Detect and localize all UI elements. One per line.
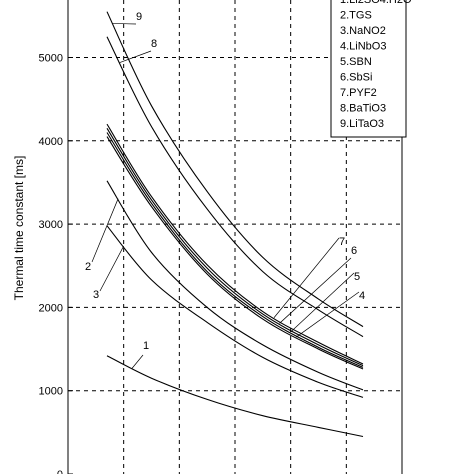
curve-label-4: 4 (359, 290, 365, 302)
curve-label-leader (279, 257, 352, 324)
y-tick-label: 1000 (39, 386, 63, 398)
legend-entry: 8.BaTiO3 (340, 103, 386, 115)
curve-label-1: 1 (143, 340, 149, 352)
y-tick-label: 2000 (39, 302, 63, 314)
curve-label-leader (112, 23, 137, 25)
curve-label-9: 9 (136, 11, 142, 23)
grid-lines (68, 0, 402, 474)
legend-entry: 3.NaNO2 (340, 25, 386, 37)
y-tick-label: 0 (57, 469, 63, 474)
curve-label-leader (131, 354, 144, 369)
legend-entry: 5.SBN (340, 56, 372, 68)
series-line-9 (106, 11, 364, 328)
curve-label-leader (99, 245, 124, 292)
legend-entry: 2.TGS (340, 10, 372, 22)
curve-label-5: 5 (354, 271, 360, 283)
curve-label-8: 8 (151, 38, 157, 50)
series-line-3 (106, 225, 364, 398)
series-line-7 (106, 123, 364, 365)
y-tick-label: 5000 (39, 53, 63, 65)
y-axis-label: Thermal time constant [ms] (12, 156, 26, 301)
legend-entry: 6.SbSi (340, 72, 372, 84)
curve-label-3: 3 (93, 289, 99, 301)
curve-label-leader (273, 237, 340, 318)
curve-label-leader (296, 291, 360, 338)
curve-label-7: 7 (339, 236, 345, 248)
legend-entry: 7.PYF2 (340, 87, 377, 99)
series-line-5 (106, 132, 364, 368)
legend: 1.Li2SO4.H2O 2.TGS 3.NaNO2 4.LiNbO3 5.SBN 6.S… (330, 0, 412, 138)
y-tick-label: 4000 (39, 136, 63, 148)
y-ticks: 0 1000 2000 3000 4000 5000 (39, 53, 73, 474)
legend-entry: 1.Li2SO4.H2O (340, 0, 412, 6)
curve-label-leader (290, 272, 355, 333)
curve-labels: 1 2 3 4 5 67 8 9 (85, 11, 365, 369)
legend-entry: 9.LiTaO3 (340, 118, 384, 130)
series-line-6 (106, 128, 364, 367)
curve-label-6: 6 (351, 245, 357, 257)
curve-label-leader (119, 50, 152, 63)
legend-box (330, 0, 407, 138)
series-line-2 (106, 180, 364, 391)
series-line-1 (106, 355, 364, 438)
y-tick-label: 3000 (39, 219, 63, 231)
series-line-4 (106, 136, 364, 370)
curve-label-2: 2 (85, 261, 91, 273)
series-line-8 (106, 36, 364, 338)
series-curves (106, 11, 364, 438)
legend-entry: 4.LiNbO3 (340, 41, 386, 53)
curve-label-leader (91, 198, 119, 263)
